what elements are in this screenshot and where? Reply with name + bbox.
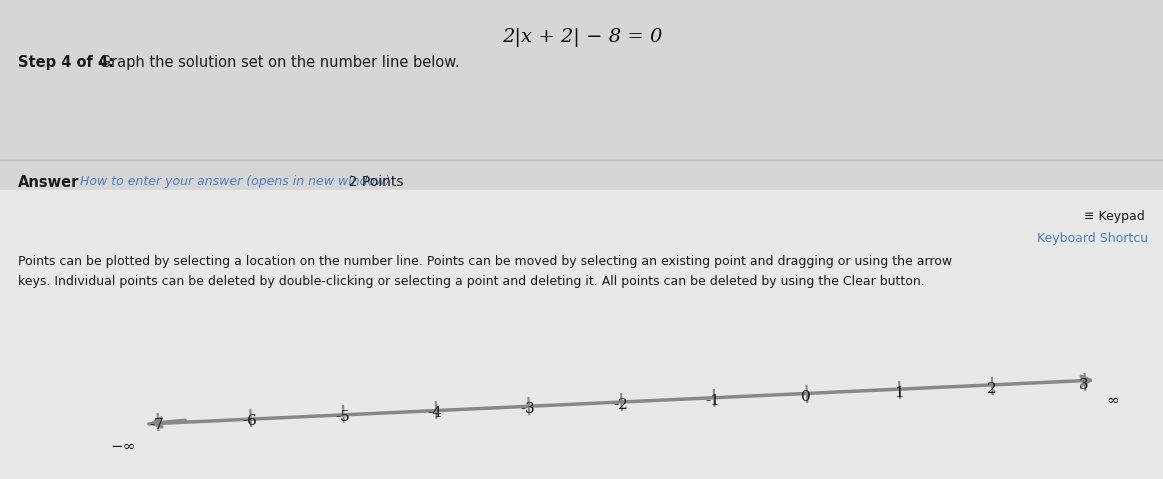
Text: How to enter your answer (opens in new window): How to enter your answer (opens in new w… [80, 175, 391, 188]
Text: -2: -2 [613, 398, 628, 412]
Text: Step 4 of 4:: Step 4 of 4: [17, 55, 114, 70]
Text: -3: -3 [521, 402, 535, 416]
Text: -6: -6 [242, 414, 257, 428]
Text: keys. Individual points can be deleted by double-clicking or selecting a point a: keys. Individual points can be deleted b… [17, 275, 925, 288]
Text: 2 Points: 2 Points [340, 175, 404, 189]
Text: 2|x + 2| − 8 = 0: 2|x + 2| − 8 = 0 [501, 28, 662, 47]
Text: Answer: Answer [17, 175, 79, 190]
Text: Graph the solution set on the number line below.: Graph the solution set on the number lin… [95, 55, 459, 70]
Text: 2: 2 [986, 382, 997, 396]
Text: Keyboard Shortcu: Keyboard Shortcu [1037, 232, 1148, 245]
Text: ≡ Keypad: ≡ Keypad [1084, 210, 1146, 223]
Text: ∞: ∞ [1107, 394, 1119, 408]
Text: 1: 1 [894, 386, 904, 400]
Text: Points can be plotted by selecting a location on the number line. Points can be : Points can be plotted by selecting a loc… [17, 255, 952, 268]
Text: 0: 0 [801, 390, 811, 404]
Text: -7: -7 [150, 418, 164, 432]
Text: 3: 3 [1079, 378, 1089, 392]
Text: -5: -5 [335, 410, 350, 424]
Bar [0, 0, 1163, 190]
Text: -1: -1 [706, 394, 721, 408]
Text: -4: -4 [428, 406, 443, 420]
Bar [0, 190, 1163, 479]
Text: −∞: −∞ [110, 440, 136, 454]
